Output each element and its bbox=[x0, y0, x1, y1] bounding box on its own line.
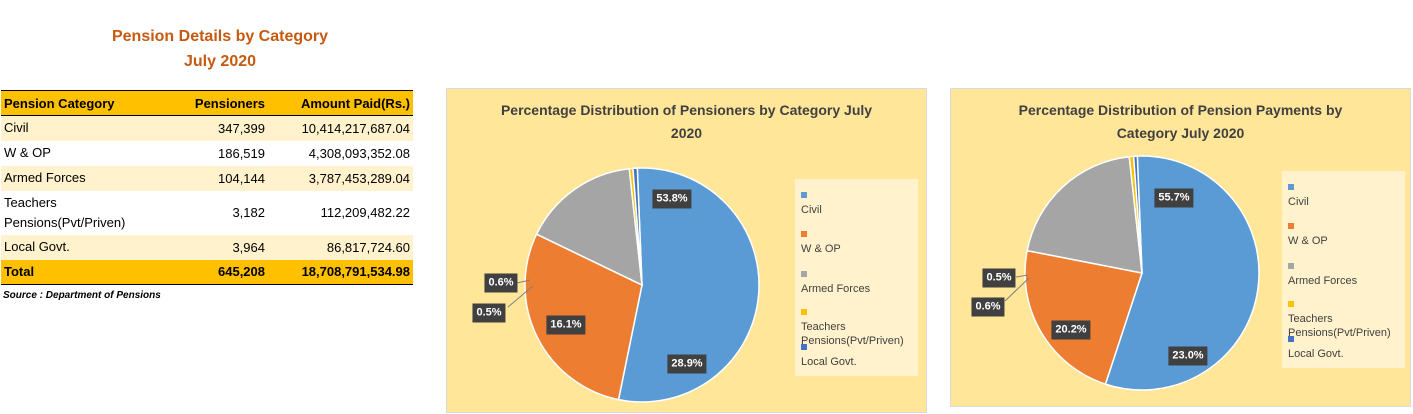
cell-category: Local Govt. bbox=[4, 239, 70, 254]
legend-swatch bbox=[801, 271, 807, 277]
leader-line bbox=[516, 279, 531, 284]
legend-label: Local Govt. bbox=[801, 356, 857, 368]
chart-title: Percentage Distribution of Pensioners by… bbox=[500, 102, 873, 141]
pie-slice-civil bbox=[617, 167, 760, 403]
legend-label: Local Govt. bbox=[1288, 348, 1344, 360]
data-label: 53.8% bbox=[652, 189, 692, 209]
cell-amount: 3,787,453,289.04 bbox=[308, 170, 410, 186]
data-label: 0.6% bbox=[484, 273, 518, 293]
pie-slice-local-govt bbox=[632, 167, 643, 286]
header-pensioners: Pensioners bbox=[167, 90, 268, 116]
cell-amount: 112,209,482.22 bbox=[320, 205, 410, 220]
table-header-row: Pension Category Pensioners Amount Paid(… bbox=[1, 90, 413, 116]
legend-item: W & OP bbox=[1288, 220, 1405, 248]
payments-pie-chart: Percentage Distribution of Pension Payme… bbox=[950, 88, 1411, 407]
pie-slice-armed-forces bbox=[535, 167, 643, 287]
legend-swatch bbox=[1288, 301, 1294, 307]
data-label: 28.9% bbox=[667, 354, 707, 374]
data-label: 0.5% bbox=[472, 303, 506, 323]
table-row: Local Govt. 3,964 86,817,724.60 bbox=[1, 234, 413, 260]
source-note: Source : Department of Pensions bbox=[3, 290, 161, 301]
legend-swatch bbox=[801, 231, 807, 237]
legend-label: Armed Forces bbox=[1288, 275, 1358, 287]
pie-slice-civil bbox=[1104, 155, 1260, 391]
legend-item: Teachers Pensions(Pvt/Priven) bbox=[1288, 298, 1405, 340]
legend-label: Teachers Pensions(Pvt/Priven) bbox=[1288, 313, 1391, 339]
chart-title: Percentage Distribution of Pension Payme… bbox=[1018, 102, 1343, 141]
cell-pensioners: 347,399 bbox=[218, 120, 265, 136]
legend-swatch bbox=[1288, 263, 1294, 269]
cell-amount: 10,414,217,687.04 bbox=[301, 120, 410, 136]
header-amount-paid: Amount Paid(Rs.) bbox=[268, 90, 413, 116]
cell-category: W & OP bbox=[4, 145, 51, 160]
legend-item: Armed Forces bbox=[1288, 260, 1405, 288]
legend-label: Teachers Pensions(Pvt/Priven) bbox=[801, 321, 904, 347]
table-row: Teachers Pensions(Pvt/Priven) 3,182 112,… bbox=[1, 190, 413, 235]
cell-category: Armed Forces bbox=[4, 170, 86, 185]
legend-swatch bbox=[801, 309, 807, 315]
legend-item: Local Govt. bbox=[801, 341, 918, 369]
cell-pensioners: 104,144 bbox=[218, 170, 265, 186]
table-row: W & OP 186,519 4,308,093,352.08 bbox=[1, 140, 413, 166]
legend-item: W & OP bbox=[801, 228, 918, 256]
pie-plot bbox=[1004, 155, 1260, 391]
legend-label: Civil bbox=[801, 204, 822, 216]
total-pensioners: 645,208 bbox=[167, 259, 268, 285]
legend-label: Armed Forces bbox=[801, 283, 871, 295]
legend-label: W & OP bbox=[801, 243, 841, 255]
cell-category: Teachers Pensions(Pvt/Priven) bbox=[4, 194, 126, 230]
data-label: 0.5% bbox=[982, 268, 1016, 288]
pensioners-pie-chart: Percentage Distribution of Pensioners by… bbox=[446, 88, 927, 413]
pension-table: Pension Category Pensioners Amount Paid(… bbox=[1, 90, 413, 285]
legend-label: W & OP bbox=[1288, 235, 1328, 247]
leader-line bbox=[1004, 277, 1030, 302]
leader-line bbox=[1015, 274, 1029, 278]
table-total-row: Total 645,208 18,708,791,534.98 bbox=[1, 259, 413, 285]
legend-item: Civil bbox=[801, 189, 918, 217]
cell-category: Civil bbox=[4, 120, 29, 136]
page-subtitle: July 2020 bbox=[183, 53, 257, 70]
data-label: 23.0% bbox=[1168, 346, 1208, 366]
legend-item: Local Govt. bbox=[1288, 333, 1405, 361]
legend-item: Teachers Pensions(Pvt/Priven) bbox=[801, 306, 918, 348]
total-label: Total bbox=[1, 259, 167, 285]
pie-slice-w-op bbox=[1024, 249, 1143, 386]
data-label: 0.6% bbox=[971, 297, 1005, 317]
table-row: Civil 347,399 10,414,217,687.04 bbox=[1, 115, 413, 141]
cell-amount: 86,817,724.60 bbox=[326, 239, 410, 255]
cell-amount: 4,308,093,352.08 bbox=[308, 145, 410, 161]
pie-slice-local-govt bbox=[1132, 155, 1143, 274]
legend-swatch bbox=[1288, 336, 1294, 342]
chart-legend: Civil W & OP Armed Forces Teachers Pensions… bbox=[795, 179, 918, 376]
legend-swatch bbox=[1288, 184, 1294, 190]
data-label: 20.2% bbox=[1051, 320, 1091, 340]
total-amount: 18,708,791,534.98 bbox=[268, 259, 413, 285]
legend-swatch bbox=[1288, 223, 1294, 229]
leader-line bbox=[507, 285, 534, 308]
chart-legend: Civil W & OP Armed Forces Teachers Pensions… bbox=[1282, 171, 1405, 368]
legend-swatch bbox=[801, 192, 807, 198]
page-title: Pension Details by Category bbox=[111, 28, 329, 45]
legend-label: Civil bbox=[1288, 196, 1309, 208]
cell-pensioners: 186,519 bbox=[218, 145, 265, 161]
header-category: Pension Category bbox=[1, 90, 167, 116]
legend-swatch bbox=[801, 344, 807, 350]
table-row: Armed Forces 104,144 3,787,453,289.04 bbox=[1, 165, 413, 191]
cell-pensioners: 3,182 bbox=[232, 205, 265, 220]
data-label: 55.7% bbox=[1154, 188, 1194, 208]
data-label: 16.1% bbox=[546, 315, 586, 335]
pie-slice-armed-forces bbox=[1026, 155, 1143, 274]
cell-pensioners: 3,964 bbox=[232, 239, 265, 255]
legend-item: Civil bbox=[1288, 181, 1405, 209]
legend-item: Armed Forces bbox=[801, 268, 918, 296]
